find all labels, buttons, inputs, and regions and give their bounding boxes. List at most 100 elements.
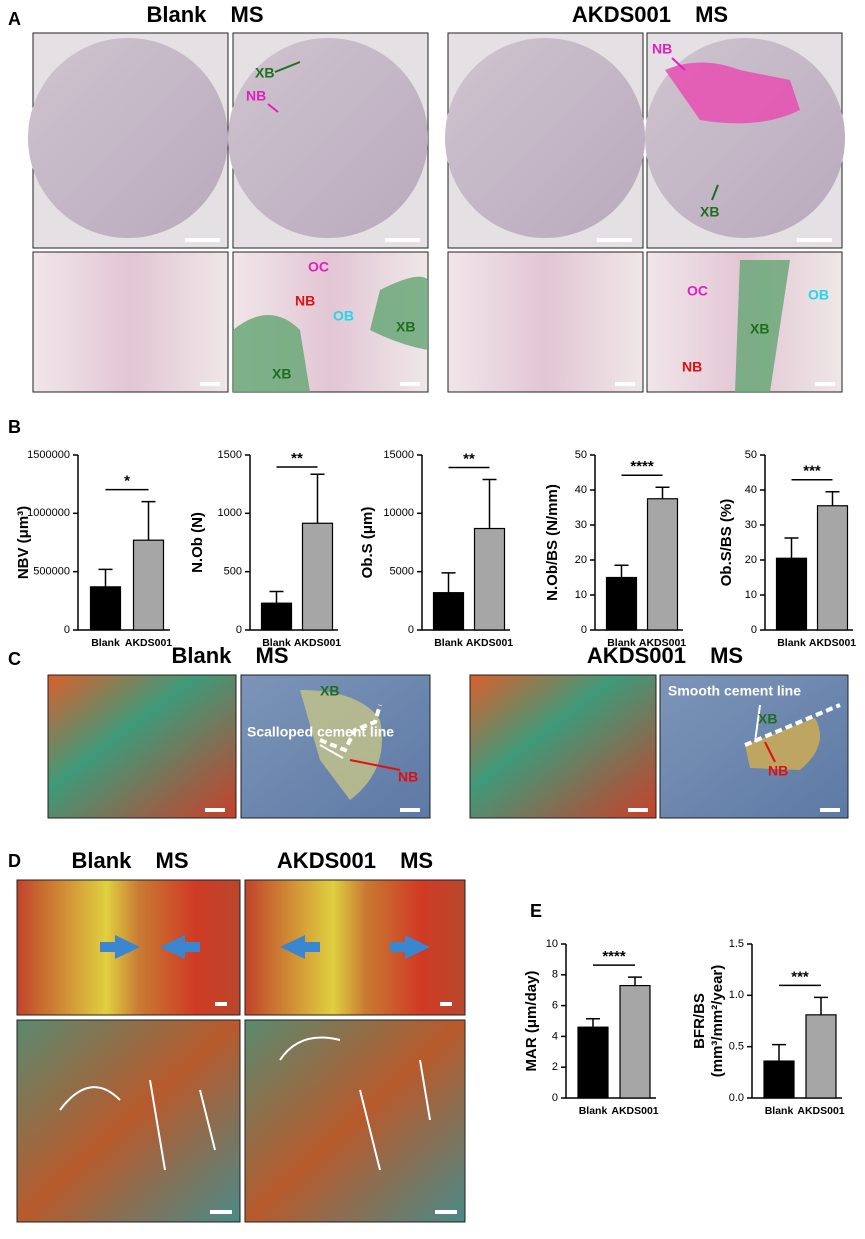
panel-title: Blank MS xyxy=(171,643,288,668)
error-bar xyxy=(655,486,670,499)
panel-title: AKDS001 MS xyxy=(572,2,728,27)
y-tick-label: 500 xyxy=(224,566,242,578)
y-tick-label: 4 xyxy=(552,1030,558,1042)
y-tick-label: 50 xyxy=(575,449,587,461)
annotation: XB xyxy=(272,366,291,382)
y-tick-label: 1500 xyxy=(218,449,242,461)
y-axis-label: N.Ob/BS (N/mm) xyxy=(544,484,561,601)
error-bar xyxy=(441,572,456,593)
annotation: XB xyxy=(320,683,339,699)
bar-chart: 0.0 0.5 1.0 1.5 Blank AKDS001 *** BFR/BS (mm³/mm… xyxy=(691,938,845,1117)
annotation: Smooth cement line xyxy=(668,683,801,699)
x-tick-label: AKDS001 xyxy=(809,637,856,649)
x-tick-label: Blank xyxy=(777,637,806,649)
annotation: XB xyxy=(700,204,719,220)
error-bar xyxy=(628,976,642,986)
y-tick-label: 0 xyxy=(552,1092,558,1104)
x-tick-label: Blank xyxy=(262,637,291,649)
y-tick-label: 30 xyxy=(575,519,587,531)
bar xyxy=(763,1060,795,1099)
annotation: OC xyxy=(687,283,708,299)
y-tick-label: 1.0 xyxy=(729,989,744,1001)
annotation: OB xyxy=(333,308,354,324)
y-tick-label: 0 xyxy=(408,624,414,636)
y-tick-label: 6 xyxy=(552,1000,558,1012)
significance: **** xyxy=(630,458,654,475)
y-tick-label: 40 xyxy=(575,484,587,496)
annotation: XB xyxy=(255,65,274,81)
y-tick-label: 1000 xyxy=(218,507,242,519)
x-tick-label: AKDS001 xyxy=(466,637,513,649)
panel-label: C xyxy=(8,649,21,669)
error-bar xyxy=(814,996,828,1015)
error-bar xyxy=(784,537,799,559)
panel-title: AKDS001 MS xyxy=(587,643,743,668)
annotation: OC xyxy=(308,259,329,275)
y-axis-label: Ob.S (μm) xyxy=(359,507,376,579)
x-tick-label: AKDS001 xyxy=(639,637,686,649)
significance: *** xyxy=(791,968,809,985)
y-tick-label: 1.5 xyxy=(729,938,744,950)
error-bar xyxy=(141,500,156,541)
error-bar xyxy=(825,491,840,506)
significance: **** xyxy=(602,948,626,965)
annotation: NB xyxy=(652,41,672,57)
bar xyxy=(775,557,808,631)
bar xyxy=(619,984,651,1099)
y-tick-label: 10 xyxy=(546,938,558,950)
panel-label: A xyxy=(8,9,21,29)
bar-chart: 0 500 1000 1500 Blank AKDS001 ** N.Ob (N) xyxy=(189,449,341,649)
y-tick-label: 1000000 xyxy=(27,507,70,519)
panel-label: D xyxy=(8,851,21,871)
y-axis-label: NBV (μm³) xyxy=(15,506,32,579)
y-tick-label: 0.0 xyxy=(729,1092,744,1104)
y-tick-label: 10 xyxy=(575,589,587,601)
y-tick-label: 0 xyxy=(751,624,757,636)
y-axis-label: BFR/BS xyxy=(691,993,708,1049)
x-tick-label: AKDS001 xyxy=(611,1105,658,1117)
annotations: XB NB NB XB OC NB OB XB XB OC OB XB NB X… xyxy=(246,41,829,785)
y-tick-label: 8 xyxy=(552,969,558,981)
error-bar xyxy=(98,568,113,587)
error-bar xyxy=(269,590,284,604)
y-axis-label: (mm³/mm²/year) xyxy=(709,965,726,1078)
panel-label: B xyxy=(8,417,21,437)
y-tick-label: 50 xyxy=(745,449,757,461)
error-bar xyxy=(614,564,629,578)
panel-title: Blank MS xyxy=(146,2,263,27)
y-tick-label: 0.5 xyxy=(729,1041,744,1053)
annotation: NB xyxy=(682,359,702,375)
micrographs-c xyxy=(47,674,849,819)
x-tick-label: Blank xyxy=(91,637,120,649)
annotation: OB xyxy=(808,287,829,303)
x-tick-label: Blank xyxy=(765,1105,794,1117)
bar xyxy=(646,498,679,631)
panel-title: AKDS001 MS xyxy=(277,848,433,873)
error-bar xyxy=(310,473,325,524)
y-tick-label: 40 xyxy=(745,484,757,496)
y-tick-label: 1500000 xyxy=(27,449,70,461)
y-tick-label: 30 xyxy=(745,519,757,531)
bar-chart: 0 2 4 6 8 10 Blank AKDS001 **** MAR (μm/day) xyxy=(523,938,659,1117)
y-tick-label: 10000 xyxy=(383,507,414,519)
x-tick-label: AKDS001 xyxy=(125,637,172,649)
bar-chart: 0 500000 1000000 1500000 Blank AKDS001 * NBV (μ… xyxy=(15,449,172,649)
annotation: XB xyxy=(396,319,415,335)
annotation: NB xyxy=(246,88,266,104)
y-axis-label: Ob.S/BS (%) xyxy=(718,499,735,587)
y-tick-label: 0 xyxy=(236,624,242,636)
annotation: NB xyxy=(768,763,788,779)
bar xyxy=(301,522,334,631)
annotation: XB xyxy=(758,711,777,727)
y-tick-label: 15000 xyxy=(383,449,414,461)
bar xyxy=(605,576,638,631)
significance: ** xyxy=(291,450,303,467)
x-tick-label: AKDS001 xyxy=(294,637,341,649)
y-tick-label: 500000 xyxy=(33,566,70,578)
error-bar xyxy=(772,1043,786,1062)
annotation: NB xyxy=(398,769,418,785)
x-tick-label: Blank xyxy=(579,1105,608,1117)
bar-chart: 0 5000 10000 15000 Blank AKDS001 ** Ob.S (μm) xyxy=(359,449,513,649)
